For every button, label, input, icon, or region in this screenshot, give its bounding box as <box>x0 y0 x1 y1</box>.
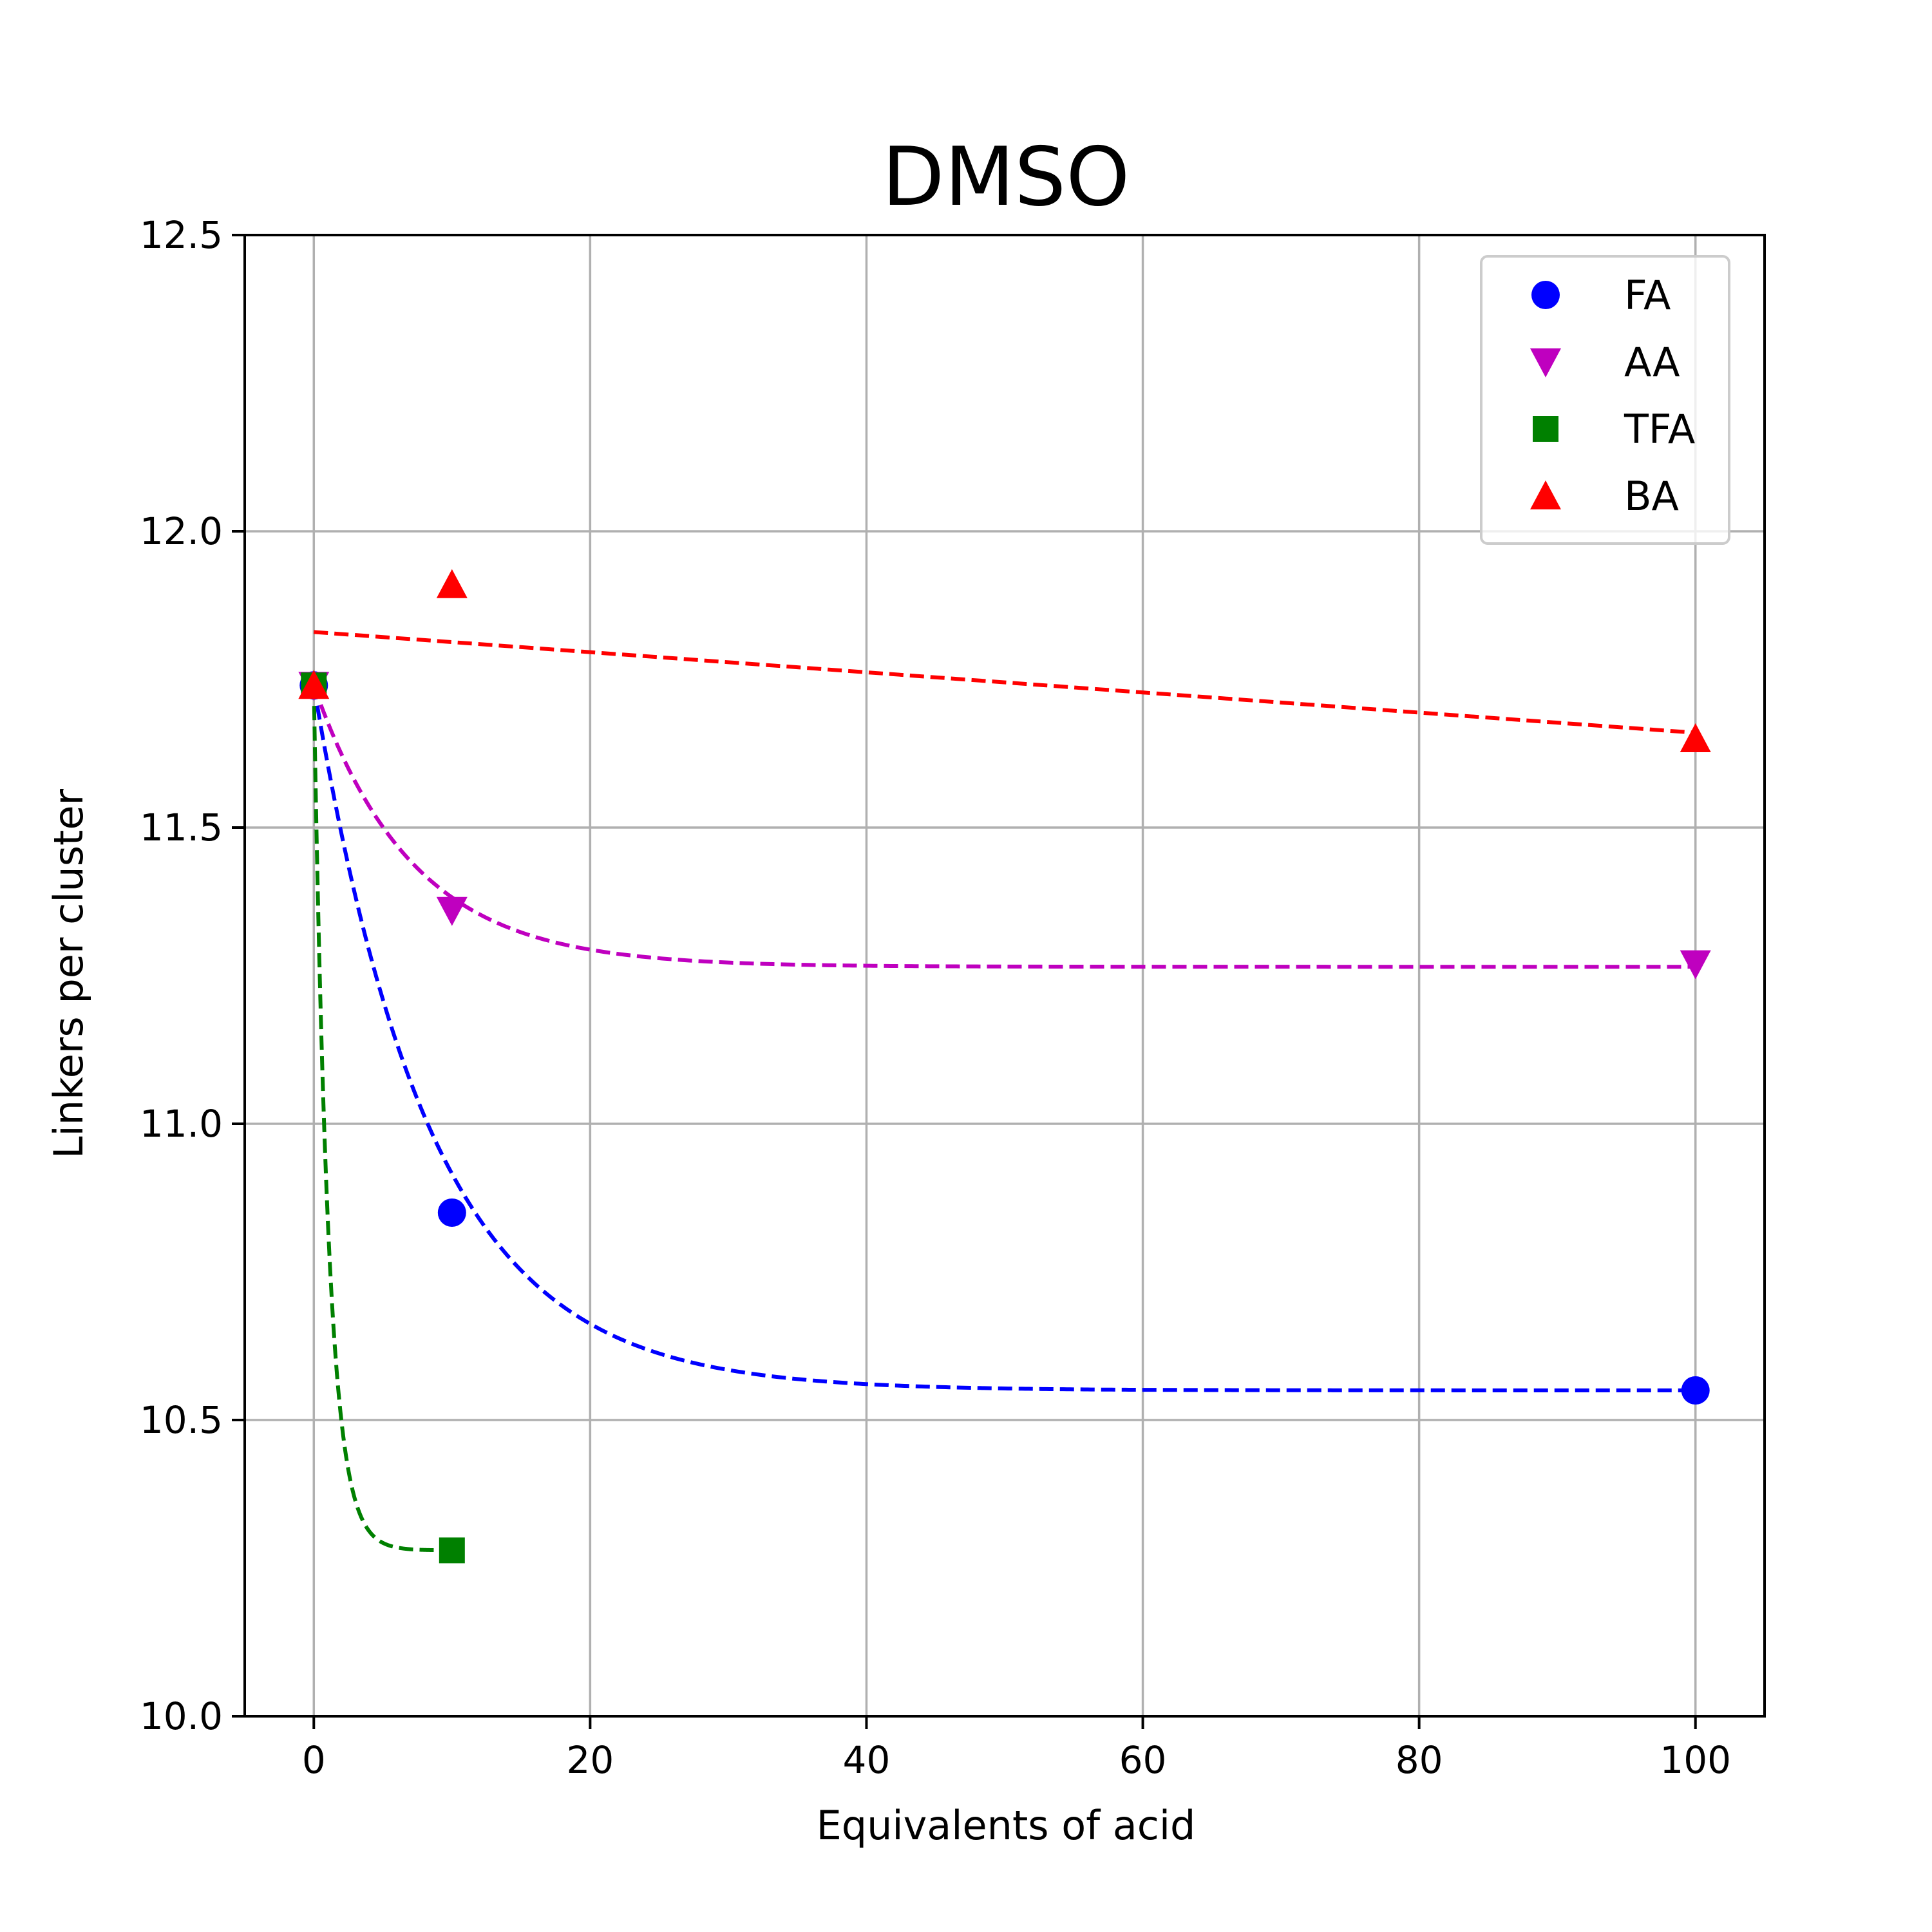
x-tick-label: 60 <box>1119 1738 1167 1782</box>
legend-box <box>1480 255 1730 545</box>
x-axis-ticks: 0 20 40 60 80 100 <box>302 1716 1731 1782</box>
plot-frame <box>243 234 1766 1718</box>
x-axis-label: Equivalents of acid <box>817 1802 1196 1849</box>
data-point-fa <box>437 1198 466 1227</box>
legend-marker-fa <box>1531 281 1560 309</box>
x-tick-label: 80 <box>1396 1738 1443 1782</box>
x-tick-label: 100 <box>1660 1738 1731 1782</box>
fit-line-ba <box>314 630 1696 735</box>
legend-marker-ba <box>1530 480 1561 509</box>
y-axis-ticks: 10.0 10.5 11.0 11.5 12.0 12.5 <box>140 213 245 1738</box>
x-tick-label: 0 <box>302 1738 326 1782</box>
data-point-ba <box>298 670 330 699</box>
data-point-aa <box>436 896 468 926</box>
fit-line-fa <box>312 685 1696 1392</box>
y-tick-label: 12.5 <box>140 213 223 257</box>
legend-marker-tfa <box>1533 416 1558 442</box>
x-tick-label: 20 <box>566 1738 614 1782</box>
chart-title: DMSO <box>882 129 1130 224</box>
data-point-aa <box>1680 950 1711 980</box>
data-point-tfa <box>439 1537 465 1564</box>
legend-marker-aa <box>1530 348 1561 377</box>
legend: FA AA TFA BA <box>1480 255 1730 545</box>
legend-label-aa: AA <box>1624 339 1680 386</box>
x-tick-label: 40 <box>843 1738 891 1782</box>
y-tick-label: 10.5 <box>140 1398 223 1442</box>
y-axis-label: Linkers per cluster <box>45 789 92 1159</box>
fit-line-tfa <box>312 685 452 1553</box>
fit-lines <box>312 630 1696 1553</box>
y-tick-label: 11.0 <box>140 1102 223 1146</box>
data-point-ba <box>436 569 468 598</box>
data-points <box>298 569 1711 1564</box>
y-tick-label: 11.5 <box>140 806 223 849</box>
legend-label-fa: FA <box>1624 272 1671 319</box>
data-point-ba <box>1680 723 1711 752</box>
data-point-fa <box>1681 1376 1710 1405</box>
y-tick-label: 12.0 <box>140 509 223 553</box>
y-tick-label: 10.0 <box>140 1694 223 1738</box>
fit-line-aa <box>312 685 1696 969</box>
legend-label-ba: BA <box>1624 473 1679 520</box>
legend-label-tfa: TFA <box>1624 406 1695 453</box>
